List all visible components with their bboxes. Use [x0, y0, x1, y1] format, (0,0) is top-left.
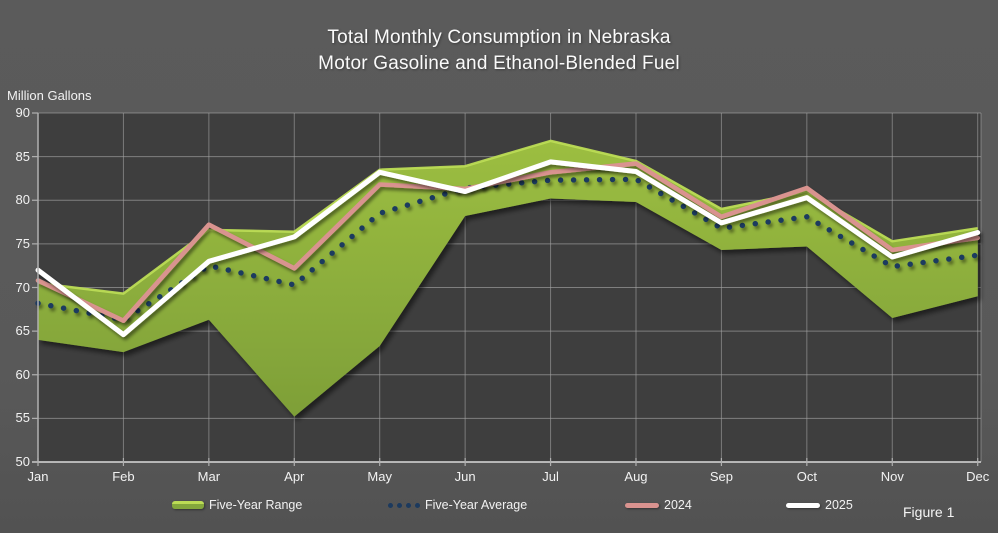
line-2024-swatch-icon [625, 502, 659, 508]
y-tick-label: 50 [15, 454, 30, 469]
legend-label: 2024 [664, 498, 692, 512]
y-tick-label: 85 [15, 148, 30, 164]
x-tick-label: Sep [709, 469, 733, 484]
y-tick-label: 70 [15, 279, 30, 295]
y-tick-label: 60 [15, 366, 30, 382]
x-tick-label: Nov [880, 469, 904, 484]
y-tick-label: 65 [15, 323, 30, 339]
legend-item-five-year-range: Five-Year Range [172, 497, 302, 513]
chart-title-line1: Total Monthly Consumption in Nebraska [327, 27, 671, 48]
x-tick-label: Apr [284, 469, 305, 484]
x-tick-label: Feb [112, 469, 135, 484]
legend-label: Five-Year Range [209, 498, 303, 512]
chart-title: Total Monthly Consumption in Nebraska Mo… [0, 25, 998, 77]
y-axis-unit-label: Million Gallons [7, 88, 92, 103]
x-tick-label: Jun [454, 469, 476, 484]
y-tick-label: 90 [15, 105, 30, 120]
x-tick-label: Dec [966, 469, 990, 484]
x-tick-label: Aug [624, 469, 648, 484]
five-year-average-swatch-icon [388, 502, 420, 508]
x-tick-label: Jul [542, 469, 559, 484]
legend-item-five-year-average: Five-Year Average [388, 497, 527, 513]
legend-label: 2025 [825, 498, 853, 512]
x-tick-label: Oct [796, 469, 817, 484]
line-2025-swatch-icon [786, 502, 820, 508]
x-tick-label: May [367, 469, 392, 484]
figure-number-label: Figure 1 [903, 504, 955, 520]
y-tick-label: 80 [15, 192, 30, 208]
legend-item-2024: 2024 [625, 497, 692, 513]
five-year-range-swatch-icon [172, 501, 204, 509]
legend-item-2025: 2025 [786, 497, 853, 513]
y-tick-label: 75 [15, 235, 30, 251]
x-tick-label: Jan [27, 469, 49, 484]
y-tick-label: 55 [15, 410, 30, 426]
chart-title-line2: Motor Gasoline and Ethanol-Blended Fuel [318, 53, 680, 74]
x-tick-label: Mar [197, 469, 221, 484]
legend-label: Five-Year Average [425, 498, 528, 512]
